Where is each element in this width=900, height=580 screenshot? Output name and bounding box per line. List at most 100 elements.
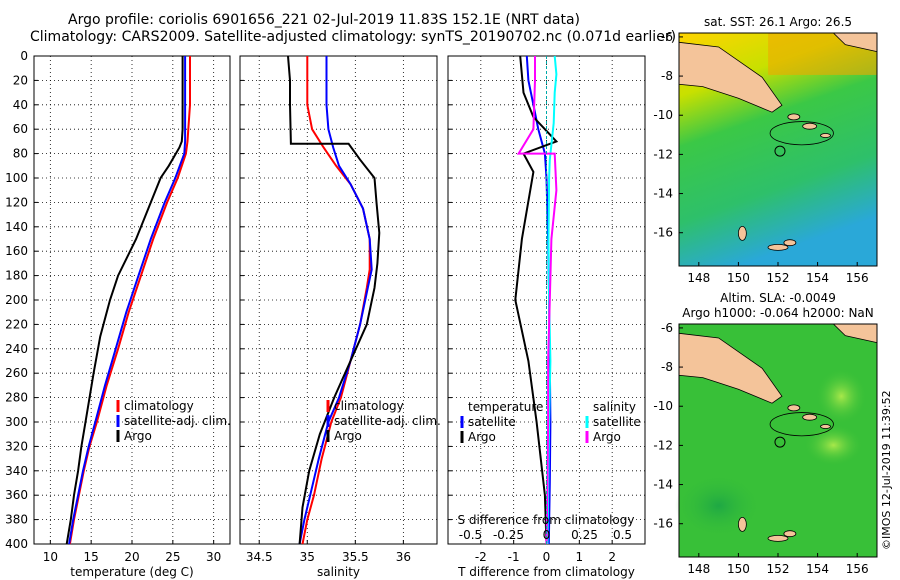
sla-high-patch (803, 424, 864, 467)
x-tick-label: 156 (846, 271, 869, 285)
x-axis-label: salinity (317, 565, 360, 579)
island (787, 404, 801, 412)
map-title: Argo h1000: -0.064 h2000: NaN (682, 306, 874, 320)
s-tick-label: 0.5 (613, 528, 632, 542)
y-tick-label: -6 (661, 30, 673, 44)
x-tick-label: 1 (576, 550, 584, 564)
x-tick-label: 20 (124, 550, 139, 564)
x-tick-label: 152 (767, 562, 790, 576)
y-tick-label: 320 (5, 439, 28, 453)
s-tick-label: -0.5 (459, 528, 482, 542)
x-tick-label: 34.5 (246, 550, 273, 564)
series-line-argo (65, 56, 184, 545)
y-tick-label: 100 (5, 171, 28, 185)
y-tick-label: -8 (661, 69, 673, 83)
y-tick-label: 80 (13, 147, 28, 161)
chart-title-line2: Climatology: CARS2009. Satellite-adjuste… (30, 29, 677, 45)
x-tick-label: 10 (43, 550, 58, 564)
y-tick-label: 60 (13, 122, 28, 136)
y-tick-label: 40 (13, 98, 28, 112)
y-tick-label: -14 (653, 478, 673, 492)
x-tick-label: 25 (165, 550, 180, 564)
map-sst_map: 148 150 152 154 156 -6 -8 -10 -12 -14 -16 sat. SST:… (653, 15, 878, 285)
panel-difference: -2 -1 0 1 2T difference from climatology temp… (447, 55, 646, 579)
sla-high-patch (815, 368, 868, 425)
island (783, 239, 797, 247)
island (802, 413, 818, 421)
s-tick-label: 0.25 (571, 528, 598, 542)
map-sla_map: 148 150 152 154 156 -6 -8 -10 -12 -14 -16 Altim. SL… (653, 291, 878, 576)
y-tick-label: 340 (5, 464, 28, 478)
y-tick-label: -10 (653, 108, 673, 122)
y-tick-label: 400 (5, 537, 28, 551)
y-tick-label: -12 (653, 147, 673, 161)
y-tick-label: 0 (20, 49, 28, 63)
legend-label: satellite-adj. clim. (124, 414, 231, 428)
y-tick-label: -14 (653, 187, 673, 201)
series-line-satellite-adj-clim- (68, 56, 187, 545)
y-tick-label: 360 (5, 488, 28, 502)
x-tick-label: 150 (727, 562, 750, 576)
y-tick-label: -10 (653, 399, 673, 413)
panel-salinity: 34.5 35 35.5 36 salinity climatologysatellite… (239, 55, 441, 579)
y-tick-label: 140 (5, 220, 28, 234)
argo-position-marker (774, 145, 786, 157)
legend-label: satellite-adj. clim. (334, 414, 441, 428)
x-tick-label: 0 (543, 550, 551, 564)
sla-low-patch (675, 473, 763, 539)
x-tick-label: 2 (608, 550, 616, 564)
legend-label: climatology (334, 399, 404, 413)
reef-contour (769, 412, 834, 437)
island (820, 133, 831, 138)
legend-label: Argo (468, 430, 496, 444)
legend-label: Argo (593, 430, 621, 444)
y-tick-label: 280 (5, 391, 28, 405)
x-tick-label: -2 (475, 550, 487, 564)
y-tick-label: -12 (653, 438, 673, 452)
x-tick-label: 154 (806, 271, 829, 285)
y-tick-label: -8 (661, 360, 673, 374)
y-tick-label: -16 (653, 517, 673, 531)
timestamp-stamp: ©IMOS 12-Jul-2019 11:39:52 (880, 390, 893, 550)
chart-title-line1: Argo profile: coriolis 6901656_221 02-Ju… (68, 12, 580, 28)
legend-label: Argo (334, 429, 362, 443)
legend-label: Argo (124, 429, 152, 443)
island (767, 243, 789, 251)
island (802, 122, 818, 130)
x-tick-label: 152 (767, 271, 790, 285)
series-line-argo (287, 55, 381, 545)
legend-title-salinity: salinity (593, 400, 636, 414)
reef-contour (769, 121, 834, 146)
legend-title-temperature: temperature (468, 400, 543, 414)
x-tick-label: 30 (206, 550, 221, 564)
x-tick-label: 150 (727, 271, 750, 285)
x-tick-label: 154 (806, 562, 829, 576)
panel-temperature: 0 20 40 60 80 100 120 140 160 180 200 220 240 260 280 3… (5, 49, 231, 579)
land-png (678, 41, 783, 113)
y-tick-label: -16 (653, 226, 673, 240)
series-line-salinity-argo (516, 56, 558, 545)
x-tick-label: 35 (300, 550, 315, 564)
y-tick-label: 300 (5, 415, 28, 429)
island (737, 225, 747, 241)
y-tick-label: 20 (13, 73, 28, 87)
x-tick-label: -1 (508, 550, 520, 564)
y-tick-label: 180 (5, 269, 28, 283)
series-line-temperature-argo (514, 55, 559, 545)
y-tick-label: 220 (5, 317, 28, 331)
x-tick-label: 148 (687, 271, 710, 285)
y-tick-label: 200 (5, 293, 28, 307)
series-line-temperature-satellite (525, 55, 552, 545)
y-tick-label: 120 (5, 195, 28, 209)
y-tick-label: 240 (5, 342, 28, 356)
x-tick-label: 36 (396, 550, 411, 564)
x-tick-label: 35.5 (342, 550, 369, 564)
x-axis-label-salinity: S difference from climatology (458, 513, 635, 527)
x-tick-label: 156 (846, 562, 869, 576)
x-tick-label: 148 (687, 562, 710, 576)
y-tick-label: 260 (5, 366, 28, 380)
x-tick-label: 15 (84, 550, 99, 564)
x-axis-label: T difference from climatology (457, 565, 635, 579)
y-tick-label: 380 (5, 513, 28, 527)
